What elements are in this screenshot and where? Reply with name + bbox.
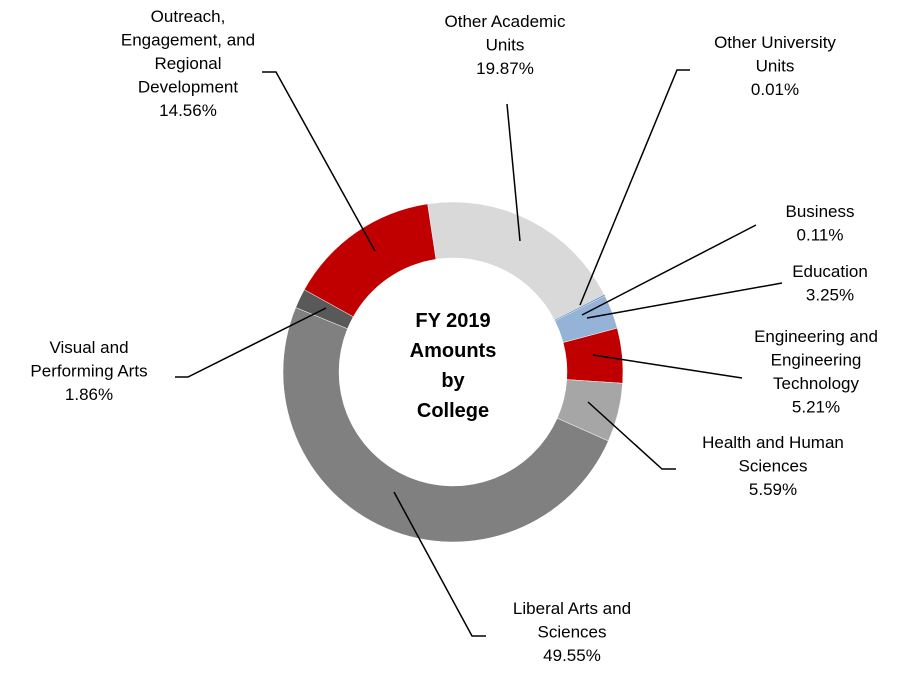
slice-outreach-engagement-and-regional-development <box>303 203 437 318</box>
slice-category: Visual and <box>49 338 128 357</box>
leader-line <box>581 224 757 316</box>
slice-category: Education <box>792 262 868 281</box>
donut-slices <box>282 201 624 543</box>
slice-label: Other University Units 0.01% <box>714 33 836 99</box>
chart-title-line: by <box>441 370 465 392</box>
chart-title: FY 2019 Amounts by College <box>410 310 497 422</box>
slice-category: Development <box>138 78 238 97</box>
slice-category: Regional <box>154 54 221 73</box>
slice-label: Health and Human Sciences 5.59% <box>702 433 844 499</box>
slice-labels: Other Academic Units 19.87% Other Universit… <box>30 7 877 665</box>
slice-category: Technology <box>773 374 860 393</box>
slice-category: Other University <box>714 33 836 52</box>
slice-label: Outreach, Engagement, and Regional Developm… <box>121 7 255 120</box>
leader-line <box>393 491 486 637</box>
slice-category: Engagement, and <box>121 31 255 50</box>
slice-liberal-arts-and-sciences <box>282 307 609 543</box>
slice-label: Business 0.11% <box>786 202 855 245</box>
leader-line <box>586 282 783 319</box>
slice-percent: 0.11% <box>797 226 844 245</box>
slice-category: Health and Human <box>702 433 844 452</box>
slice-label: Education 3.25% <box>792 262 868 305</box>
slice-category: Performing Arts <box>30 362 147 381</box>
chart-title-line: FY 2019 <box>415 310 490 332</box>
slice-category: Engineering <box>771 351 862 370</box>
slice-percent: 0.01% <box>751 80 799 99</box>
slice-category: Outreach, <box>151 7 226 26</box>
slice-percent: 5.59% <box>749 480 797 499</box>
slice-label: Other Academic Units 19.87% <box>445 12 566 78</box>
leader-line <box>506 103 521 242</box>
slice-category: Business <box>786 202 855 221</box>
leader-line <box>579 69 690 306</box>
slice-label: Visual and Performing Arts 1.86% <box>30 338 147 404</box>
leader-line <box>592 354 743 379</box>
slice-percent: 5.21% <box>792 398 840 417</box>
slice-category: Sciences <box>538 623 607 642</box>
slice-other-university-units <box>554 294 605 321</box>
slice-label: Engineering and Engineering Technology 5.21… <box>754 327 878 417</box>
leader-line <box>262 71 376 252</box>
center-title: FY 2019 Amounts by College <box>410 310 497 422</box>
slice-other-academic-units <box>427 201 605 321</box>
slice-percent: 3.25% <box>806 286 854 305</box>
slice-category: Sciences <box>739 457 808 476</box>
slice-percent: 14.56% <box>159 101 217 120</box>
chart-title-line: College <box>417 400 489 422</box>
chart-title-line: Amounts <box>410 340 497 362</box>
leader-lines <box>175 69 783 637</box>
slice-category: Units <box>486 36 525 55</box>
slice-percent: 49.55% <box>543 646 601 665</box>
leader-line <box>587 401 676 470</box>
leader-line <box>175 307 327 378</box>
slice-percent: 19.87% <box>476 59 534 78</box>
slice-percent: 1.86% <box>65 385 113 404</box>
slice-business <box>554 294 605 321</box>
slice-label: Liberal Arts and Sciences 49.55% <box>513 599 631 665</box>
slice-category: Units <box>756 57 795 76</box>
slice-category: Engineering and <box>754 327 878 346</box>
slice-category: Other Academic <box>445 12 566 31</box>
slice-category: Liberal Arts and <box>513 599 631 618</box>
